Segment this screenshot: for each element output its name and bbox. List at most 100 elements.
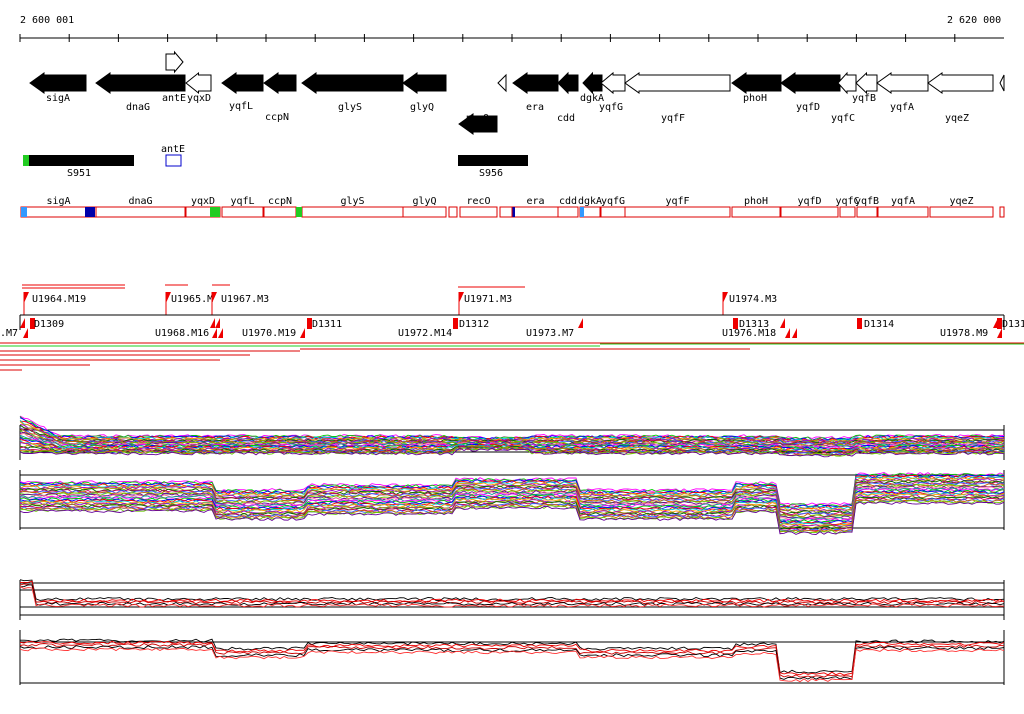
segment-label-phoH: phoH bbox=[744, 196, 768, 207]
expression-profiles bbox=[19, 415, 1005, 685]
reg-label-antE: antE bbox=[161, 144, 185, 155]
upper-marker-flag[interactable] bbox=[24, 292, 29, 303]
segment-ccpN[interactable] bbox=[263, 206, 297, 218]
lower-marker-flag[interactable] bbox=[212, 328, 217, 338]
segment-label-ccpN: ccpN bbox=[268, 196, 292, 207]
gene-arrow-yqfA[interactable] bbox=[876, 72, 929, 94]
segment-dnaG[interactable] bbox=[95, 206, 186, 218]
profile-line-lower bbox=[19, 496, 1005, 530]
segment-label-glyQ: glyQ bbox=[412, 196, 436, 207]
reg-bar-s951[interactable] bbox=[29, 155, 134, 166]
lower-marker-flag[interactable] bbox=[785, 328, 790, 338]
ruler-end-label: 2 620 000 bbox=[947, 15, 1001, 26]
reg-bar-s956[interactable] bbox=[458, 155, 528, 166]
segment-glyQ[interactable] bbox=[402, 206, 447, 218]
segment-yqfB[interactable] bbox=[856, 206, 878, 218]
lower-marker-box[interactable] bbox=[997, 318, 1002, 329]
gene-arrow-dgkA[interactable] bbox=[582, 71, 603, 95]
segment-small-2[interactable] bbox=[499, 206, 513, 218]
reg-bar-s951-green bbox=[23, 155, 29, 166]
lower-marker-flag[interactable] bbox=[993, 318, 998, 328]
segment-yqfC[interactable] bbox=[839, 206, 856, 218]
segment-yqfA[interactable] bbox=[877, 206, 929, 218]
profile-line-bw-lower bbox=[19, 647, 1005, 683]
segment-era[interactable] bbox=[512, 206, 559, 218]
lower-marker-flag[interactable] bbox=[780, 318, 785, 328]
profile-line-upper bbox=[19, 419, 1005, 443]
gene-arrow-ccpN[interactable] bbox=[263, 72, 297, 94]
gene-arrow-glyS[interactable] bbox=[301, 72, 404, 94]
segment-phoH[interactable] bbox=[731, 206, 781, 218]
segment-yqeZ[interactable] bbox=[929, 206, 994, 218]
segment-yqfD[interactable] bbox=[780, 206, 839, 218]
gene-arrow-yqfF[interactable] bbox=[624, 72, 731, 94]
gene-label-yqfA: yqfA bbox=[890, 102, 914, 113]
lower-marker-box[interactable] bbox=[30, 318, 35, 329]
lower-marker-label: D1311 bbox=[312, 319, 342, 330]
lower-marker-box[interactable] bbox=[307, 318, 312, 329]
lower-marker-flag[interactable] bbox=[20, 318, 25, 328]
lower-marker-flag[interactable] bbox=[792, 328, 797, 338]
lower-marker-flag[interactable] bbox=[218, 328, 223, 338]
gene-arrow-yqfL[interactable] bbox=[221, 72, 264, 94]
profile-line-bw-upper bbox=[19, 580, 1005, 603]
lower-marker-flag[interactable] bbox=[578, 318, 583, 328]
segment-yqfL[interactable] bbox=[221, 206, 264, 218]
gene-arrow-phoH[interactable] bbox=[731, 72, 782, 94]
lower-marker-flag[interactable] bbox=[23, 328, 28, 338]
lower-marker-flag[interactable] bbox=[300, 328, 305, 338]
segment-recO[interactable] bbox=[459, 206, 498, 218]
segment-small[interactable] bbox=[448, 206, 458, 218]
gene-arrow-dnaG[interactable] bbox=[95, 72, 186, 94]
gene-label-glyS: glyS bbox=[338, 102, 362, 113]
segment-label-dnaG: dnaG bbox=[128, 196, 152, 207]
lower-marker-label: U1968.M16 bbox=[155, 328, 209, 339]
profile-line-upper bbox=[19, 445, 1005, 455]
gene-arrow-yqfB[interactable] bbox=[855, 71, 878, 95]
gene-arrow-recO[interactable] bbox=[458, 113, 498, 135]
lower-marker-box[interactable] bbox=[733, 318, 738, 329]
lower-marker-box[interactable] bbox=[453, 318, 458, 329]
segment-label-yqxD: yqxD bbox=[191, 196, 215, 207]
gene-label-glyQ: glyQ bbox=[410, 102, 434, 113]
lower-marker-box[interactable] bbox=[857, 318, 862, 329]
segment-label-glyS: glyS bbox=[340, 196, 364, 207]
segment-cdd[interactable] bbox=[557, 206, 579, 218]
gene-arrow-small[interactable] bbox=[497, 73, 507, 93]
segment-track: sigA dnaG yqxD yqfL ccpN glyS glyQ recO era cdd dg… bbox=[20, 196, 1005, 218]
gene-label-yqfD: yqfD bbox=[796, 102, 820, 113]
lower-marker-label: D1309 bbox=[34, 319, 64, 330]
gene-arrow-yqxD[interactable] bbox=[185, 71, 212, 95]
reg-label-s956: S956 bbox=[479, 168, 503, 179]
upper-marker-flag[interactable] bbox=[459, 292, 464, 303]
segment-yqfG[interactable] bbox=[600, 206, 626, 218]
segment-glyS[interactable] bbox=[301, 206, 404, 218]
segment-sigA[interactable] bbox=[20, 206, 97, 218]
gene-arrow-yqfD[interactable] bbox=[780, 72, 841, 94]
profile-line-upper bbox=[19, 446, 1004, 455]
marker-track: U1964.M19 U1965.M U1967.M3 U1971.M3 U1974.M3… bbox=[0, 284, 1024, 371]
upper-marker-label: U1974.M3 bbox=[729, 294, 777, 305]
profile-line-upper bbox=[19, 447, 1005, 458]
reg-box-antE[interactable] bbox=[165, 154, 182, 167]
gene-arrow-cdd[interactable] bbox=[557, 71, 579, 95]
gene-arrow-glyQ[interactable] bbox=[402, 72, 447, 94]
lower-marker-flag[interactable] bbox=[210, 318, 215, 328]
upper-marker-label: U1964.M19 bbox=[32, 294, 86, 305]
upper-marker-flag[interactable] bbox=[723, 292, 728, 303]
upper-marker-flag[interactable] bbox=[212, 292, 217, 303]
gene-label-era: era bbox=[526, 102, 544, 113]
gene-arrow-partial[interactable] bbox=[999, 74, 1005, 92]
gene-arrow-era[interactable] bbox=[512, 72, 559, 94]
gene-arrow-sigA[interactable] bbox=[29, 72, 87, 94]
gene-arrow-yqfG[interactable] bbox=[600, 71, 626, 95]
segment-edge[interactable] bbox=[999, 206, 1005, 218]
lower-marker-flag[interactable] bbox=[997, 328, 1002, 338]
lower-marker-flag[interactable] bbox=[215, 318, 220, 328]
profile-line-upper bbox=[19, 429, 1005, 447]
gene-arrow-yqeZ[interactable] bbox=[927, 72, 994, 94]
gene-arrow-yqfC[interactable] bbox=[837, 71, 857, 95]
upper-marker-flag[interactable] bbox=[166, 292, 171, 303]
segment-yqfF[interactable] bbox=[624, 206, 731, 218]
gene-arrow-antE[interactable] bbox=[165, 50, 184, 74]
